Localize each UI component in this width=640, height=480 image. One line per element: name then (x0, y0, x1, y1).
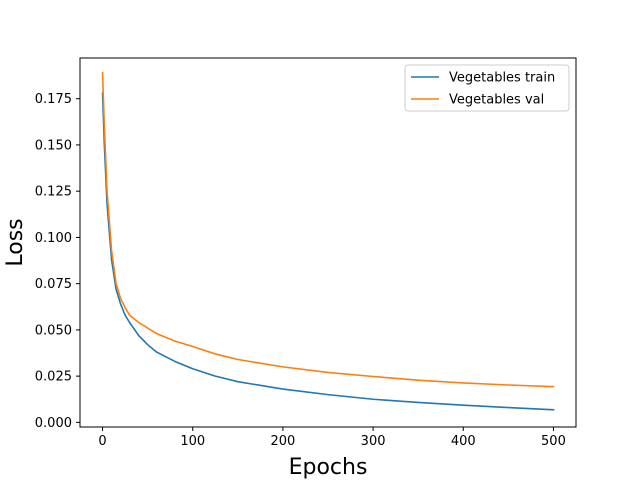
y-axis-ticks: 0.000 0.025 0.050 0.075 0.100 0.125 0.150 0.175 (35, 92, 80, 431)
axes-frame (79, 57, 577, 428)
y-tick-label: 0.050 (35, 323, 72, 338)
y-tick-label: 0.025 (35, 370, 72, 385)
legend-entry-0: Vegetables train (449, 71, 555, 86)
plot-area (79, 57, 577, 428)
axes-background (80, 58, 576, 427)
legend-box (404, 64, 570, 112)
legend: Vegetables train Vegetables val (404, 64, 570, 112)
x-axis-ticks: 0 100 200 300 400 500 (98, 427, 566, 449)
series-line-0 (101, 92, 555, 411)
x-tick-label: 0 (98, 434, 106, 449)
y-tick-label: 0.000 (35, 416, 72, 431)
x-tick-label: 200 (270, 434, 295, 449)
x-tick-label: 400 (451, 434, 476, 449)
x-tick-label: 500 (541, 434, 566, 449)
y-tick-label: 0.125 (35, 185, 72, 200)
series-layer (101, 71, 555, 411)
y-tick-label: 0.100 (35, 231, 72, 246)
y-tick-label: 0.150 (35, 138, 72, 153)
x-tick-label: 100 (180, 434, 205, 449)
y-tick-label: 0.075 (35, 277, 72, 292)
x-tick-label: 300 (361, 434, 386, 449)
series-line-1 (101, 71, 555, 388)
x-axis-label: Epochs (289, 455, 368, 480)
y-tick-label: 0.175 (35, 92, 72, 107)
legend-entry-1: Vegetables val (449, 93, 544, 108)
y-axis-label: Loss (3, 218, 28, 266)
